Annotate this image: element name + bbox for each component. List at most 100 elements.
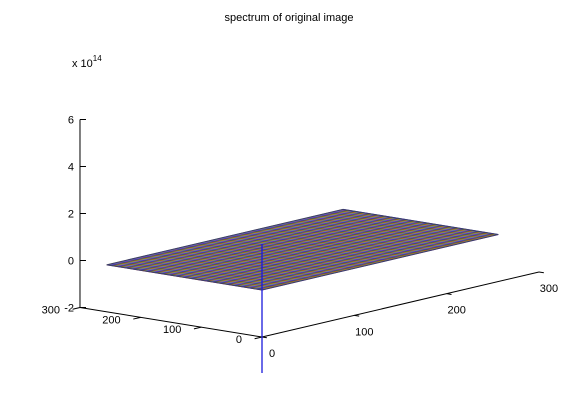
mesh-line-y <box>149 215 386 273</box>
mesh-line-y <box>192 222 430 280</box>
surface-mesh <box>106 208 499 291</box>
mesh-line-y <box>168 218 406 276</box>
mesh-line-y <box>195 223 432 280</box>
mesh-line-y <box>164 218 402 275</box>
mesh-line-y <box>259 233 497 291</box>
mesh-line-y <box>236 229 473 287</box>
mesh-line-y <box>193 223 431 280</box>
mesh-line-y <box>112 209 350 267</box>
mesh-line-y <box>247 231 484 289</box>
mesh-line-y <box>235 229 472 287</box>
mesh-line-y <box>181 221 419 278</box>
mesh-line-y <box>129 212 367 270</box>
mesh-line-y <box>255 233 493 290</box>
mesh-line-y <box>198 223 436 281</box>
mesh-line-y <box>225 228 463 285</box>
mesh-line-y <box>224 227 461 285</box>
mesh-line-y <box>173 219 410 277</box>
z-multiplier: x 1014 <box>72 54 102 70</box>
mesh-line-y <box>190 222 427 279</box>
y-tick-mark <box>133 316 141 320</box>
mesh-line-y <box>163 218 401 275</box>
mesh-line-y <box>229 228 466 286</box>
mesh-line-y <box>252 232 489 289</box>
mesh-line-y <box>201 224 438 281</box>
mesh-line-y <box>118 210 356 268</box>
mesh-line-y <box>207 225 444 282</box>
z-tick-label: 6 <box>68 115 74 127</box>
x-tick-label: 200 <box>447 305 465 317</box>
mesh-line-y <box>219 227 456 284</box>
mesh-line-y <box>186 221 424 279</box>
mesh-line-y <box>115 210 352 267</box>
mesh-line-y <box>150 215 387 273</box>
mesh-line-y <box>197 223 435 281</box>
mesh-line-y <box>153 216 391 273</box>
mesh-line-y <box>125 212 363 269</box>
mesh-line-y <box>139 214 376 271</box>
mesh-line-y <box>134 213 372 270</box>
mesh-line-y <box>248 231 486 289</box>
mesh-line-y <box>243 231 481 288</box>
y-axis-line <box>79 307 263 338</box>
mesh-line-y <box>141 214 379 271</box>
mesh-line-y <box>218 227 455 284</box>
mesh-line-y <box>183 221 420 278</box>
mesh-line-y <box>117 210 355 268</box>
mesh-line-y <box>138 214 375 271</box>
chart-title: spectrum of original image <box>224 12 353 24</box>
mesh-line-y <box>146 215 384 272</box>
y-tick-label: 0 <box>236 334 242 346</box>
svg-text:x 1014: x 1014 <box>72 54 102 70</box>
mesh-line-y <box>246 231 483 288</box>
mesh-line-y <box>257 233 494 290</box>
mesh-line-y <box>191 222 429 280</box>
mesh-line-y <box>227 228 465 285</box>
mesh-line-y <box>196 223 433 280</box>
x-tick-label: 300 <box>540 283 558 295</box>
mesh-line-y <box>147 215 385 272</box>
mesh-line-y <box>156 216 393 274</box>
mesh-line-y <box>258 233 495 290</box>
mesh-line-y <box>132 213 369 270</box>
mesh-line-y <box>124 211 362 269</box>
mesh-line-y <box>169 219 407 276</box>
x-tick-label: 100 <box>355 326 373 338</box>
mesh-line-y <box>217 226 454 284</box>
mesh-line-y <box>244 231 482 288</box>
mesh-line-y <box>151 216 389 273</box>
x-tick-mark <box>446 293 452 295</box>
mesh-line-y <box>161 217 398 275</box>
z-tick-label: 4 <box>68 162 74 174</box>
tick-labels: 0 100 200 300 0 100 200 300 -2 0 2 4 6 <box>42 115 559 360</box>
mesh-line-y <box>140 214 378 271</box>
mesh-line-y <box>167 218 404 276</box>
mesh-line-y <box>231 229 469 286</box>
mesh-line-y <box>145 215 382 272</box>
mesh-line-y <box>109 209 346 266</box>
mesh-line-y <box>180 220 418 278</box>
mesh-line-y <box>254 232 492 290</box>
mesh-line-y <box>178 220 415 277</box>
mesh-line-y <box>238 230 476 287</box>
mesh-line-y <box>189 222 426 279</box>
mesh-line-y <box>110 209 347 266</box>
mesh-line-y <box>136 213 374 271</box>
mesh-line-y <box>237 230 475 287</box>
y-tick-label: 100 <box>163 324 181 336</box>
mesh-line-y <box>142 214 380 272</box>
mesh-line-y <box>220 227 458 284</box>
mesh-line-y <box>241 230 478 288</box>
mesh-line-y <box>232 229 470 286</box>
mesh-line-y <box>162 217 399 275</box>
y-tick-mark <box>193 326 202 330</box>
mesh-line-y <box>214 226 452 283</box>
mesh-line-y <box>242 230 480 288</box>
mesh-line-y <box>152 216 390 273</box>
z-tick-label: 0 <box>68 256 74 268</box>
mesh-line-y <box>176 220 414 277</box>
x-axis-line <box>261 271 540 338</box>
mesh-line-y <box>203 224 441 282</box>
y-tick-mark <box>254 336 263 340</box>
